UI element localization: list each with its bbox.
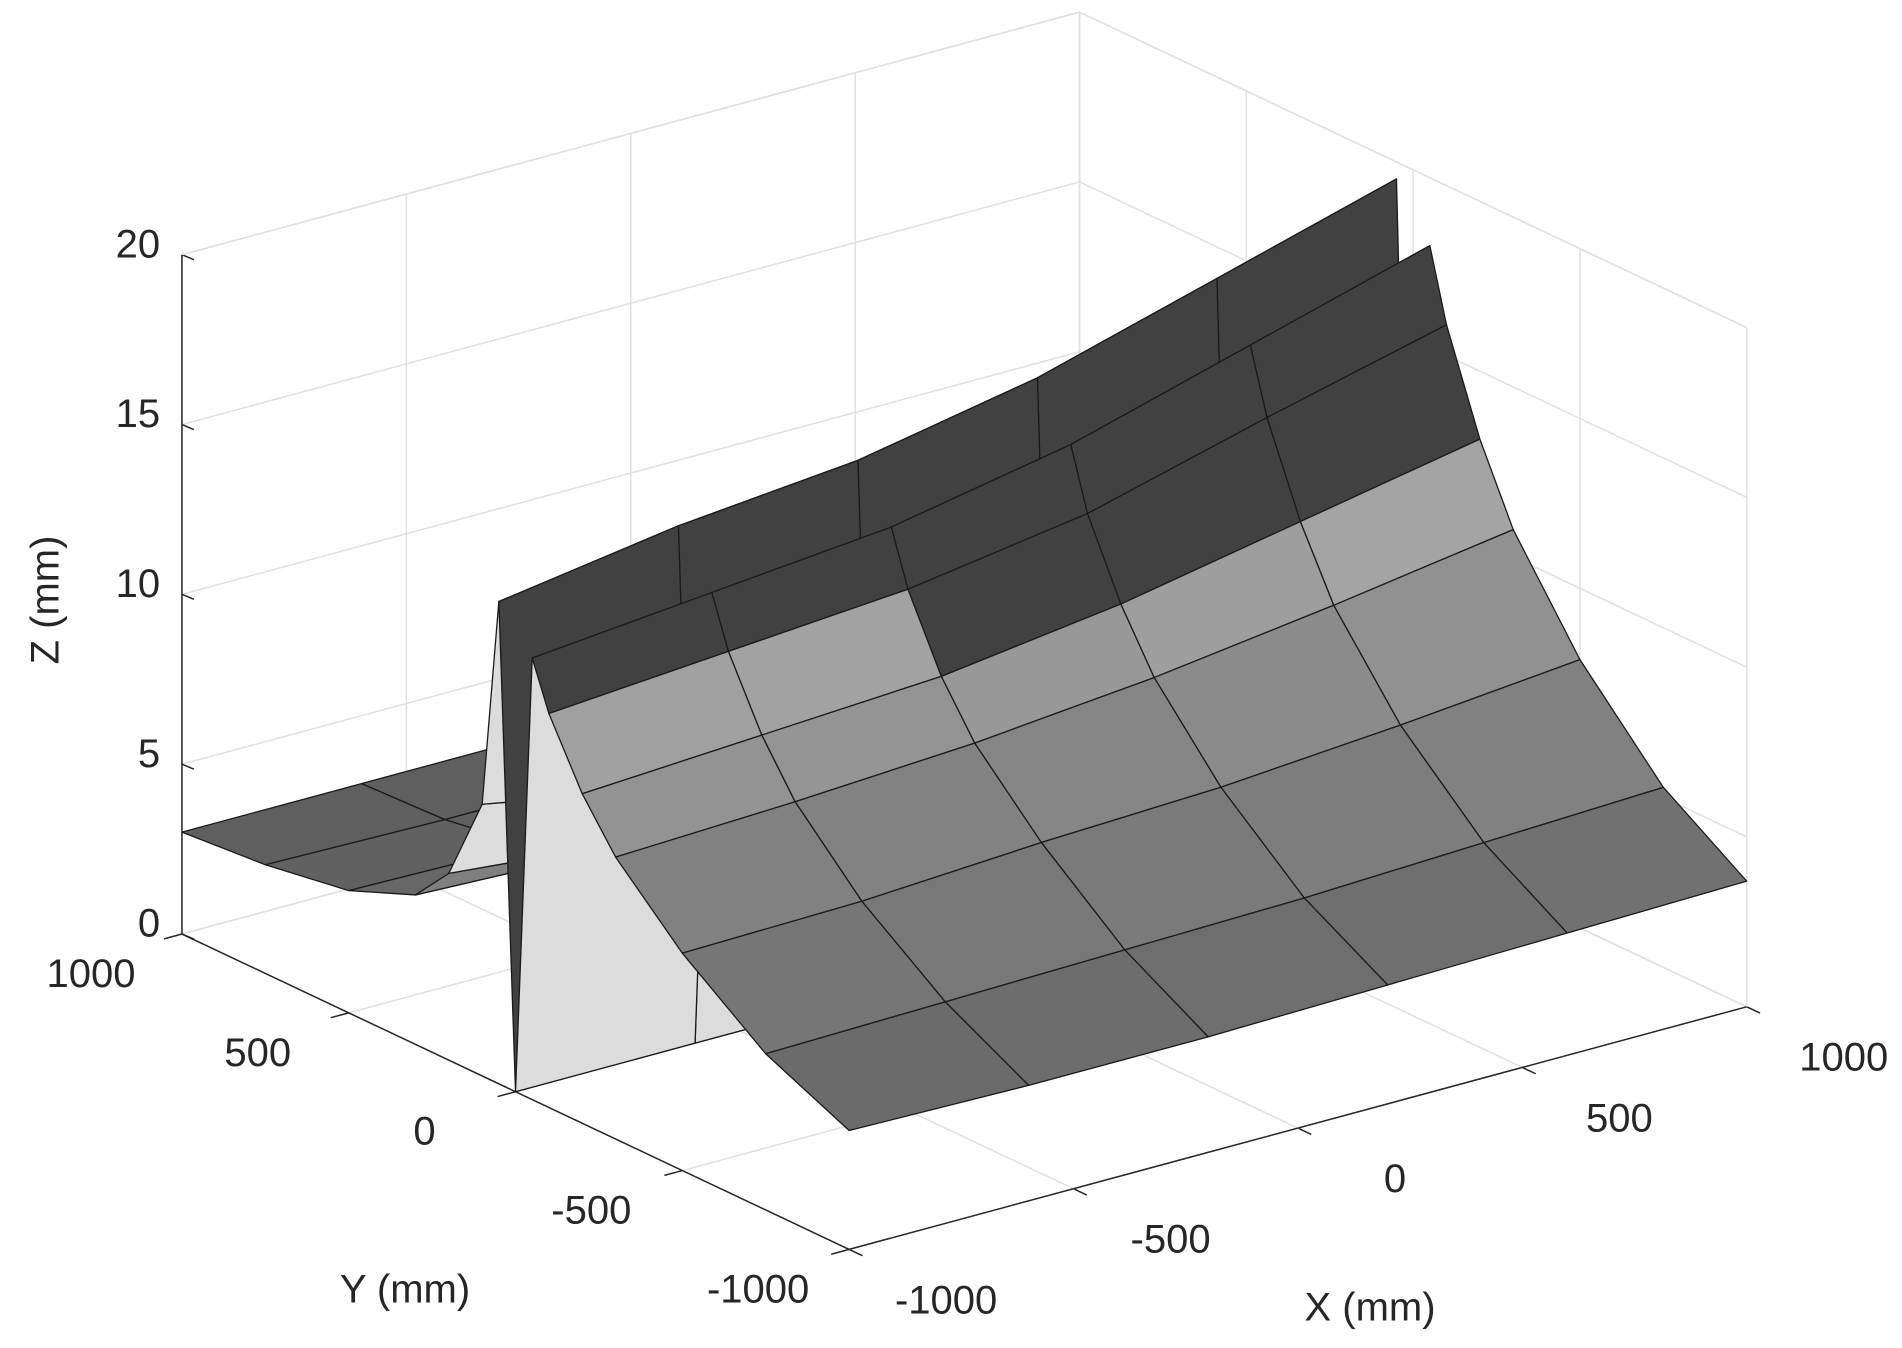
grid-line xyxy=(181,351,1080,596)
x-tick-label: -500 xyxy=(1131,1218,1211,1262)
box-edge xyxy=(181,11,1080,256)
y-tick-label: -1000 xyxy=(707,1267,809,1311)
surface-face xyxy=(765,1001,1030,1132)
z-tick xyxy=(181,763,195,770)
z-tick-label: 5 xyxy=(138,732,160,776)
z-tick-label: 15 xyxy=(116,392,161,436)
grid-line xyxy=(181,181,1080,426)
z-tick xyxy=(181,254,195,261)
x-tick xyxy=(1297,1127,1312,1136)
y-tick xyxy=(163,933,183,940)
x-tick xyxy=(1746,1006,1761,1014)
y-tick xyxy=(664,1169,683,1177)
z-tick xyxy=(181,593,195,601)
y-tick-label: 0 xyxy=(413,1110,435,1154)
z-axis-label: Z (mm) xyxy=(24,536,68,665)
y-axis-label: Y (mm) xyxy=(340,1268,470,1312)
x-tick-label: -1000 xyxy=(895,1278,997,1322)
z-tick xyxy=(181,423,195,431)
y-tick xyxy=(497,1090,516,1098)
z-tick-label: 0 xyxy=(138,902,160,946)
y-tick xyxy=(330,1012,349,1019)
x-tick-label: 1000 xyxy=(1799,1036,1888,1080)
z-tick-label: 20 xyxy=(116,222,161,266)
x-tick xyxy=(1521,1066,1536,1075)
y-tick-label: 1000 xyxy=(46,952,135,996)
x-tick-label: 0 xyxy=(1384,1157,1406,1201)
y-tick-label: -500 xyxy=(551,1189,631,1233)
x-tick xyxy=(1073,1188,1088,1196)
x-axis xyxy=(848,1006,1747,1251)
x-tick-label: 500 xyxy=(1586,1096,1653,1140)
x-axis-label: X (mm) xyxy=(1304,1286,1435,1330)
x-tick xyxy=(848,1248,863,1257)
y-tick-label: 500 xyxy=(224,1031,291,1075)
y-tick xyxy=(830,1248,850,1255)
box-edge xyxy=(1079,11,1748,329)
z-tick-label: 10 xyxy=(116,562,161,606)
